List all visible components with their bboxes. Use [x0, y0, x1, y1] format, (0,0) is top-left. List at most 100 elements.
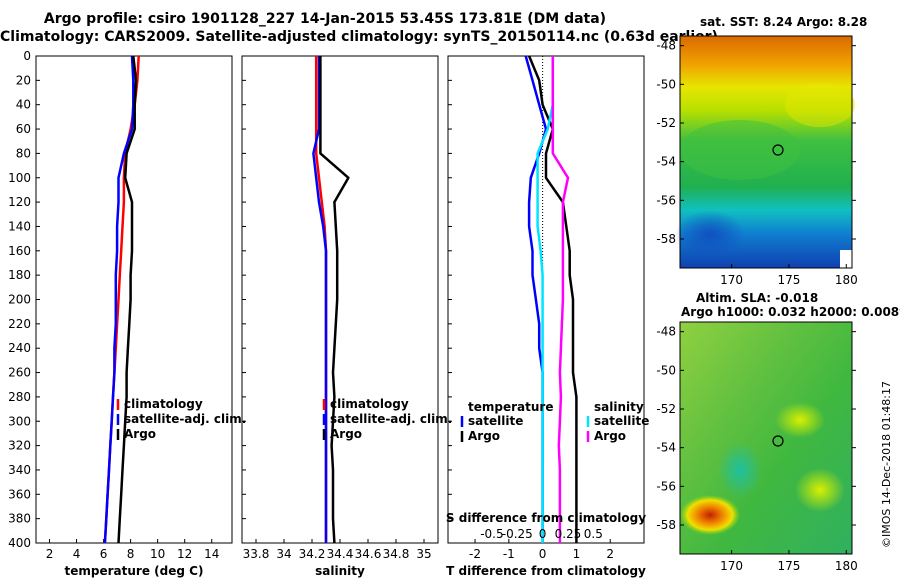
difference-x-tick-label: 1 — [573, 547, 581, 561]
sla_map-lat-label: -50 — [656, 363, 676, 377]
profile-panel-salinity: 33.8 34 34.2 34.4 34.6 34.8 35 salinity climatol… — [241, 55, 452, 578]
depth-tick-label: 260 — [8, 366, 31, 380]
salinity-diff-tick-label: 0.5 — [584, 527, 603, 541]
sst_map-lat-label: -50 — [656, 77, 676, 91]
depth-tick-label: 200 — [8, 293, 31, 307]
depth-tick-label: 320 — [8, 439, 31, 453]
salinity-x-tick-label: 34.2 — [299, 547, 326, 561]
depth-tick-label: 220 — [8, 317, 31, 331]
temperature-legend-label: Argo — [124, 427, 156, 441]
difference-x-tick-label: -1 — [503, 547, 515, 561]
legend-salinity-label: Argo — [594, 429, 626, 443]
depth-tick-label: 280 — [8, 390, 31, 404]
temperature-x-tick-label: 12 — [177, 547, 192, 561]
depth-tick-label: 400 — [8, 536, 31, 550]
sla_map-lat-label: -54 — [656, 441, 676, 455]
sla-argo-marker — [772, 435, 784, 447]
depth-tick-label: 380 — [8, 512, 31, 526]
temperature-xlabel: temperature (deg C) — [65, 564, 204, 578]
depth-tick-label: 140 — [8, 219, 31, 233]
depth-tick-label: 240 — [8, 341, 31, 355]
temperature-x-tick-label: 10 — [150, 547, 165, 561]
sla-map-warm-eddy — [680, 495, 740, 535]
sla-map-subtitle: Argo h1000: 0.032 h2000: 0.0089 — [681, 305, 900, 319]
depth-tick-label: 0 — [23, 49, 31, 63]
sst-map-feature — [675, 210, 745, 260]
sst-map-land — [840, 250, 852, 268]
legend-temperature-label: Argo — [468, 429, 500, 443]
plot-title-line1: Argo profile: csiro 1901128_227 14-Jan-2… — [43, 11, 607, 27]
salinity-series-line — [319, 56, 350, 544]
sla_map-lat-label: -56 — [656, 479, 676, 493]
salinity-diff-tick-label: -0.25 — [502, 527, 533, 541]
temperature-series-line — [117, 55, 138, 544]
imos-credit: ©IMOS 14-Dec-2018 01:48:17 — [880, 381, 893, 548]
salinity-diff-tick-label: -0.5 — [480, 527, 503, 541]
map-axes: 170 175 180 -48 -50 -52 -54 -56 -58 170 175 180 -48 -… — [656, 39, 857, 573]
legend-salinity-title: salinity — [594, 400, 644, 414]
salinity-diff-tick-label: 0 — [539, 527, 547, 541]
profile-panel-temperature: 2 4 6 8 10 12 14020406080100120140160180200220… — [8, 49, 246, 578]
difference-xlabel: T difference from climatology — [446, 564, 646, 578]
sst-argo-marker — [772, 144, 784, 156]
sla-map-feature — [795, 468, 845, 512]
sla_map-lon-label: 175 — [777, 559, 800, 573]
difference-x-tick-label: 2 — [606, 547, 614, 561]
sst-map-feature — [785, 83, 855, 127]
temperature-x-tick-label: 2 — [46, 547, 54, 561]
salinity-x-tick-label: 34.6 — [355, 547, 382, 561]
sla_map-lon-label: 180 — [835, 559, 858, 573]
depth-tick-label: 160 — [8, 244, 31, 258]
sst_map-lon-label: 175 — [777, 273, 800, 287]
sst-map-title: sat. SST: 8.24 Argo: 8.28 — [700, 15, 868, 29]
temperature-x-tick-label: 6 — [100, 547, 108, 561]
legend-temperature-title: temperature — [468, 400, 553, 414]
temperature-series-line — [103, 55, 135, 544]
sla-map — [679, 321, 853, 555]
sst-map-frame — [679, 35, 853, 269]
difference-x-tick-label: 0 — [539, 547, 547, 561]
temperature-x-tick-label: 4 — [73, 547, 81, 561]
plot-title-line2: Climatology: CARS2009. Satellite-adjuste… — [0, 29, 718, 45]
sst_map-lat-label: -56 — [656, 193, 676, 207]
sla_map-lat-label: -58 — [656, 518, 676, 532]
salinity-legend-label: climatology — [330, 397, 409, 411]
depth-tick-label: 340 — [8, 463, 31, 477]
difference-series-line — [527, 55, 578, 543]
salinity-x-tick-label: 34.8 — [383, 547, 410, 561]
sst_map-lat-label: -58 — [656, 232, 676, 246]
sla-map-frame — [679, 321, 853, 555]
sla-map-feature — [718, 442, 762, 498]
depth-tick-label: 60 — [16, 122, 31, 136]
salinity-legend-label: satellite-adj. clim. — [330, 412, 452, 426]
legend-salinity-label: satellite — [594, 414, 649, 428]
sst-map — [675, 35, 855, 269]
sst_map-lat-label: -48 — [656, 39, 676, 53]
sla_map-lon-label: 170 — [720, 559, 743, 573]
salinity-diff-axis-label: S difference from climatology — [446, 511, 646, 525]
depth-tick-label: 20 — [16, 73, 31, 87]
sst_map-lon-label: 180 — [835, 273, 858, 287]
depth-tick-label: 360 — [8, 487, 31, 501]
sst_map-lon-label: 170 — [720, 273, 743, 287]
depth-tick-label: 180 — [8, 268, 31, 282]
difference-x-tick-label: -2 — [469, 547, 481, 561]
depth-tick-label: 80 — [16, 146, 31, 160]
temperature-legend-label: satellite-adj. clim. — [124, 412, 246, 426]
depth-tick-label: 120 — [8, 195, 31, 209]
salinity-xlabel: salinity — [315, 564, 365, 578]
salinity-x-tick-label: 34.4 — [327, 547, 354, 561]
sla-map-feature — [775, 402, 825, 438]
temperature-legend-label: climatology — [124, 397, 203, 411]
legend-temperature-label: satellite — [468, 414, 523, 428]
difference-series-line — [536, 56, 555, 543]
salinity-x-tick-label: 33.8 — [243, 547, 270, 561]
sst_map-lat-label: -52 — [656, 116, 676, 130]
depth-tick-label: 40 — [16, 98, 31, 112]
salinity-diff-tick-label: 0.25 — [555, 527, 582, 541]
depth-tick-label: 100 — [8, 171, 31, 185]
sst_map-lat-label: -54 — [656, 155, 676, 169]
sst-map-feature — [680, 120, 800, 180]
salinity-frame — [241, 55, 439, 544]
